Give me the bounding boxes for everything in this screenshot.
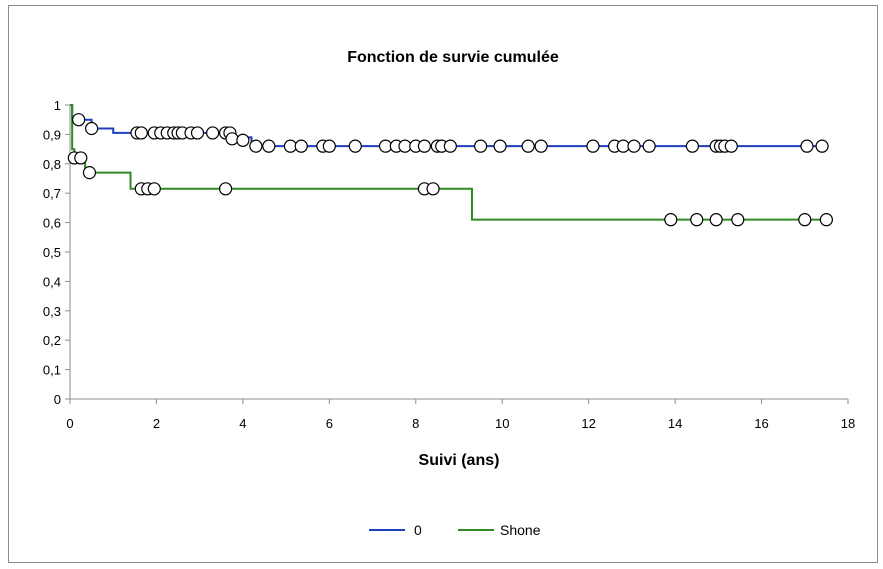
censor-marker-series-0	[800, 139, 814, 153]
chart-title: Fonction de survie cumulée	[347, 49, 559, 66]
series-layer	[70, 104, 827, 221]
censor-marker-series-0	[236, 133, 250, 147]
censor-marker-series-1	[798, 213, 812, 227]
y-tick-label: 0,8	[43, 157, 61, 172]
censor-marker-series-0	[85, 121, 99, 136]
legend: 0 Shone	[369, 522, 541, 538]
series-line-0	[70, 104, 823, 148]
censor-marker-series-0	[642, 139, 656, 153]
chart-frame	[8, 5, 878, 563]
censor-marker-series-0	[627, 139, 641, 153]
censor-marker-series-0	[586, 139, 600, 153]
censor-marker-series-0	[190, 126, 205, 140]
censor-marker-series-0	[225, 132, 239, 146]
censor-marker-series-0	[378, 139, 393, 153]
y-tick-label: 0,2	[43, 333, 61, 348]
x-tick-label: 0	[66, 416, 73, 431]
censor-marker-series-0	[474, 139, 488, 153]
y-tick-label: 0,9	[43, 127, 61, 142]
censor-marker-series-1	[82, 166, 97, 180]
y-tick-label: 0,5	[43, 245, 61, 260]
censor-marker-series-0	[724, 139, 738, 153]
series-line-1	[70, 104, 827, 221]
censor-marker-series-0	[322, 139, 336, 153]
censor-marker-series-0	[398, 139, 412, 153]
censor-marker-series-1	[664, 213, 678, 227]
y-tick-label: 1	[54, 98, 61, 113]
y-tick-label: 0,7	[43, 186, 61, 201]
y-tick-label: 0,6	[43, 216, 61, 231]
censor-marker-series-0	[283, 139, 298, 153]
censor-marker-series-0	[294, 139, 308, 153]
censor-marker-series-1	[147, 182, 161, 196]
x-tick-label: 16	[754, 416, 768, 431]
censor-marker-series-0	[417, 139, 432, 153]
censor-marker-series-0	[685, 139, 700, 153]
censor-marker-series-0	[348, 139, 362, 153]
axes: 00,10,20,30,40,50,60,70,80,910 2 4 6 8 10 12 14…	[43, 98, 855, 431]
x-tick-label: 18	[841, 416, 855, 431]
censor-marker-series-0	[262, 139, 276, 153]
censor-marker-series-1	[709, 213, 723, 227]
legend-label-series-1: Shone	[500, 522, 541, 538]
y-tick-label: 0,4	[43, 274, 61, 289]
censor-marker-series-0	[249, 139, 263, 153]
x-tick-label: 14	[668, 416, 682, 431]
censor-marker-series-1	[74, 151, 88, 165]
x-axis-label: Suivi (ans)	[419, 452, 500, 469]
x-tick-label: 6	[326, 416, 333, 431]
censor-marker-series-1	[426, 182, 440, 196]
x-tick-label: 8	[412, 416, 419, 431]
legend-label-series-0: 0	[414, 522, 422, 538]
y-tick-label: 0	[54, 392, 61, 407]
censor-markers	[67, 113, 833, 227]
censor-marker-series-0	[616, 139, 630, 153]
censor-marker-series-0	[134, 126, 148, 140]
censor-marker-series-0	[206, 126, 220, 140]
censor-marker-series-0	[72, 113, 86, 127]
censor-marker-series-1	[819, 213, 833, 227]
censor-marker-series-1	[219, 182, 233, 196]
y-tick-label: 0,3	[43, 304, 61, 319]
x-tick-label: 10	[495, 416, 509, 431]
censor-marker-series-1	[731, 213, 745, 227]
censor-marker-series-0	[521, 139, 535, 153]
x-tick-label: 12	[581, 416, 595, 431]
censor-marker-series-0	[493, 139, 507, 153]
x-tick-label: 2	[153, 416, 160, 431]
censor-marker-series-1	[690, 213, 704, 227]
y-tick-label: 0,1	[43, 363, 61, 378]
x-tick-label: 4	[239, 416, 246, 431]
censor-marker-series-0	[443, 139, 457, 153]
censor-marker-series-0	[534, 139, 548, 153]
censor-marker-series-0	[815, 139, 829, 153]
